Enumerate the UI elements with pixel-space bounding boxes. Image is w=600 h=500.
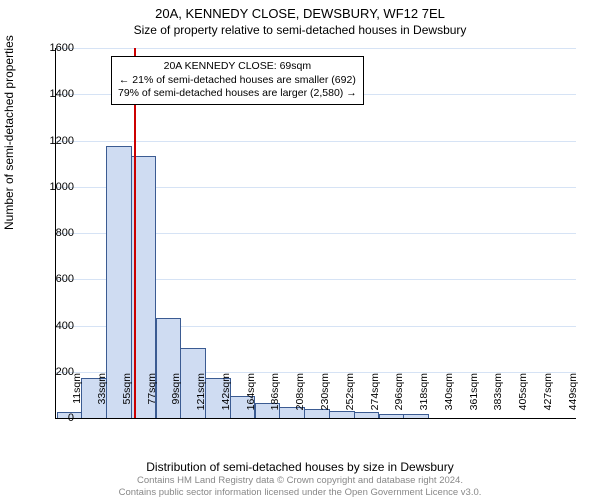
x-tick-label: 186sqm [269, 373, 281, 410]
x-tick-label: 449sqm [567, 373, 579, 410]
y-tick-label: 400 [34, 320, 74, 332]
y-tick-label: 1600 [34, 42, 74, 54]
x-tick-label: 383sqm [492, 373, 504, 410]
x-tick-label: 33sqm [96, 373, 108, 405]
y-tick-label: 1200 [34, 135, 74, 147]
x-tick-label: 121sqm [195, 373, 207, 410]
x-tick-label: 361sqm [468, 373, 480, 410]
histogram-bar [329, 411, 355, 418]
x-tick-label: 318sqm [418, 373, 430, 410]
x-tick-label: 142sqm [220, 373, 232, 410]
y-tick-label: 600 [34, 273, 74, 285]
footer-line-2: Contains public sector information licen… [0, 487, 600, 498]
x-axis-label: Distribution of semi-detached houses by … [0, 460, 600, 474]
x-tick-label: 164sqm [245, 373, 257, 410]
x-tick-label: 99sqm [170, 373, 182, 405]
histogram-bar [403, 414, 429, 418]
x-tick-label: 252sqm [344, 373, 356, 410]
footer-line-1: Contains HM Land Registry data © Crown c… [0, 475, 600, 486]
y-tick-label: 200 [34, 366, 74, 378]
x-tick-label: 296sqm [393, 373, 405, 410]
y-tick-label: 1000 [34, 181, 74, 193]
chart-title: 20A, KENNEDY CLOSE, DEWSBURY, WF12 7EL [0, 0, 600, 21]
x-tick-label: 208sqm [294, 373, 306, 410]
plot: 20A KENNEDY CLOSE: 69sqm← 21% of semi-de… [55, 48, 576, 419]
y-tick-label: 0 [34, 412, 74, 424]
x-tick-label: 77sqm [146, 373, 158, 405]
y-axis-label: Number of semi-detached properties [2, 35, 16, 230]
chart-subtitle: Size of property relative to semi-detach… [0, 21, 600, 37]
chart-container: 20A, KENNEDY CLOSE, DEWSBURY, WF12 7EL S… [0, 0, 600, 500]
annotation-box: 20A KENNEDY CLOSE: 69sqm← 21% of semi-de… [111, 56, 364, 105]
x-tick-label: 11sqm [71, 373, 83, 404]
annotation-line: 20A KENNEDY CLOSE: 69sqm [118, 60, 357, 74]
x-tick-label: 55sqm [121, 373, 133, 405]
x-tick-label: 427sqm [542, 373, 554, 410]
histogram-bar [354, 412, 380, 418]
histogram-bar [379, 414, 405, 418]
x-tick-label: 405sqm [517, 373, 529, 410]
chart-footer: Contains HM Land Registry data © Crown c… [0, 475, 600, 498]
annotation-line: 79% of semi-detached houses are larger (… [118, 87, 357, 101]
annotation-line: ← 21% of semi-detached houses are smalle… [118, 74, 357, 88]
x-tick-label: 274sqm [369, 373, 381, 410]
y-tick-label: 800 [34, 227, 74, 239]
x-tick-label: 340sqm [443, 373, 455, 410]
x-tick-label: 230sqm [319, 373, 331, 410]
plot-area: 20A KENNEDY CLOSE: 69sqm← 21% of semi-de… [55, 48, 575, 418]
y-tick-label: 1400 [34, 88, 74, 100]
